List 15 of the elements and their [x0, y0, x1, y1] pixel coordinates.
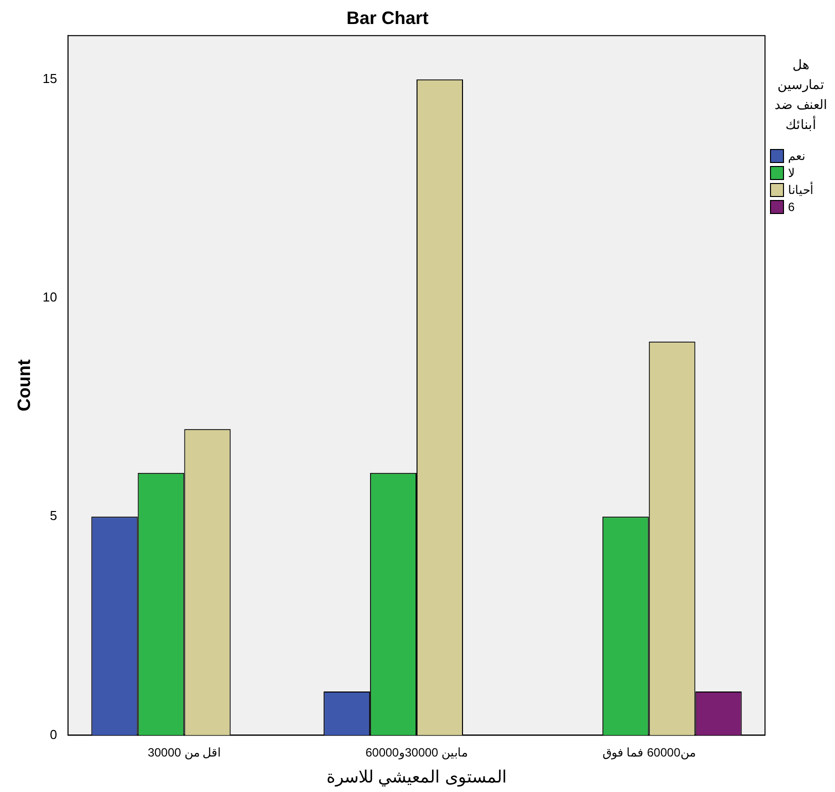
x-axis-title: المستوى المعيشي للاسرة — [326, 767, 507, 788]
legend-label: 6 — [788, 200, 795, 214]
legend-label: لا — [788, 166, 795, 180]
y-tick-label: 0 — [50, 726, 58, 742]
chart-title: Bar Chart — [346, 8, 429, 28]
x-tick-label: من60000 فما فوق — [602, 746, 696, 760]
legend-title: هل تمارسين العنف ضد أبنائك — [774, 56, 828, 134]
y-tick-label: 10 — [42, 290, 58, 305]
x-tick-label: اقل من 30000 — [148, 746, 221, 760]
y-axis-title: Count — [14, 359, 34, 412]
legend-label: أحيانا — [788, 183, 813, 197]
y-tick-label: 5 — [50, 508, 58, 524]
legend-label: نعم — [788, 149, 805, 163]
x-tick-label: مابين 30000و60000 — [365, 746, 468, 760]
y-tick-label: 15 — [42, 70, 58, 86]
